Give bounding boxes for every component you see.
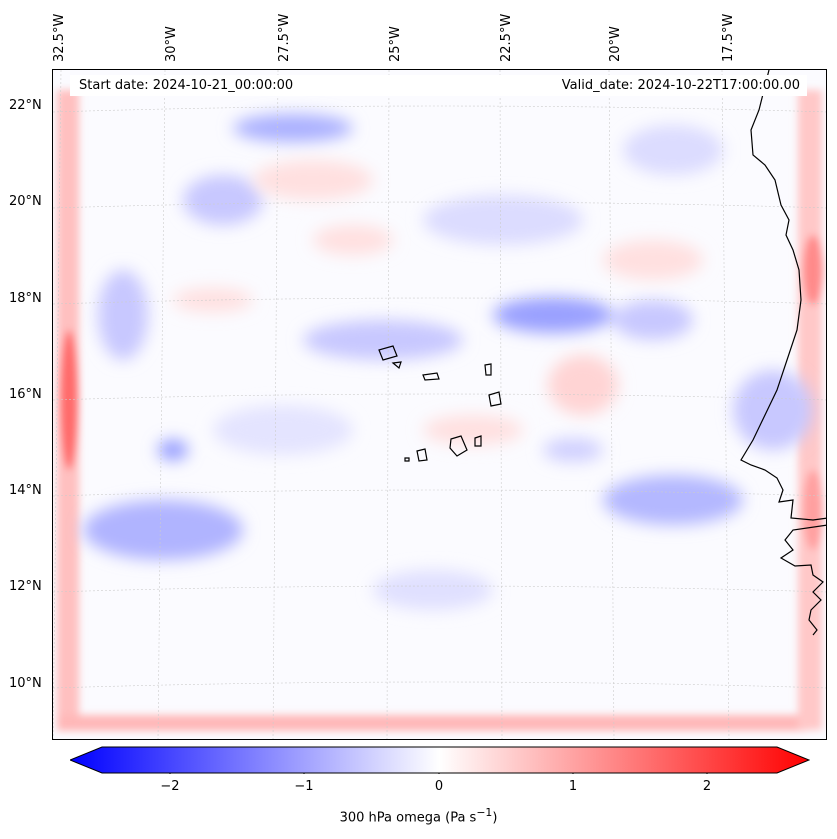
start-date-label: Start date: 2024-10-21_00:00:00 [79, 78, 294, 93]
map-panel [52, 69, 827, 740]
lat-label-16n: 16°N [9, 387, 42, 402]
blue-ascent-patches [83, 114, 813, 610]
colorbar-title: 300 hPa omega (Pa s−1) [339, 806, 498, 826]
lat-label-18n: 18°N [9, 291, 42, 306]
lat-label-14n: 14°N [9, 483, 42, 498]
units: Pa s [450, 810, 477, 826]
omega-field [53, 70, 826, 739]
graticule [53, 70, 826, 739]
lat-label-12n: 12°N [9, 579, 42, 594]
colorbar-tick-label: −2 [160, 779, 180, 794]
colorbar-ticks [169, 773, 708, 774]
lon-label-32-5w: 32.5°W [52, 13, 67, 62]
lat-label-10n: 10°N [9, 676, 42, 691]
lon-label-17-5w: 17.5°W [721, 13, 736, 62]
lon-label-30w: 30°W [164, 26, 179, 62]
colorbar-tick-label: 2 [702, 779, 712, 794]
cape-verde-islands [378, 345, 502, 462]
coastline-africa [740, 70, 826, 636]
lat-label-20n: 20°N [9, 194, 42, 209]
lon-label-25w: 25°W [388, 26, 403, 62]
variable-name: 300 hPa omega [339, 810, 441, 826]
header-band [70, 75, 807, 96]
lon-label-20w: 20°W [608, 26, 623, 62]
lat-label-22n: 22°N [9, 98, 42, 113]
colorbar-tick-label: 0 [434, 779, 444, 794]
colorbar-tick-label: 1 [568, 779, 578, 794]
colorbar-tick-label: −1 [294, 779, 314, 794]
valid-date-label: Valid_date: 2024-10-22T17:00:00.00 [561, 78, 800, 93]
lon-label-27-5w: 27.5°W [277, 13, 292, 62]
colorbar-body [70, 746, 810, 774]
units-exponent: −1 [476, 806, 493, 819]
lon-label-22-5w: 22.5°W [499, 13, 514, 62]
colorbar [70, 746, 810, 774]
